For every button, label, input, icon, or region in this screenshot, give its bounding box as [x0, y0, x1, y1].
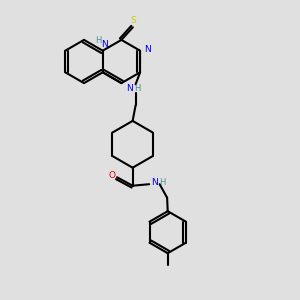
Text: S: S [130, 16, 136, 25]
Text: H: H [159, 178, 166, 187]
Text: H: H [95, 36, 101, 45]
Text: H: H [134, 84, 140, 93]
Text: N: N [144, 45, 151, 54]
Text: N: N [126, 84, 132, 93]
Text: N: N [151, 178, 158, 187]
Text: N: N [101, 40, 108, 49]
Text: O: O [108, 171, 115, 180]
